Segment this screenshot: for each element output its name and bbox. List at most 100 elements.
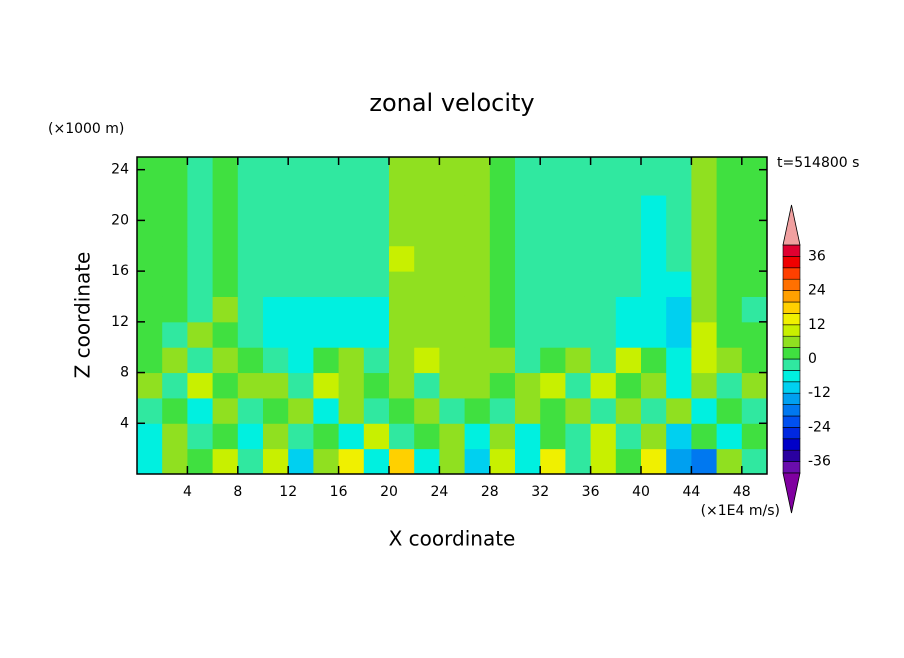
cell [162, 220, 188, 247]
cell [389, 245, 415, 272]
cell [489, 245, 516, 272]
cell [162, 195, 188, 221]
x-tick-label: 36 [582, 484, 600, 500]
cell [741, 397, 768, 424]
cell [363, 372, 390, 399]
cell [313, 220, 340, 247]
cell [137, 195, 163, 221]
cell [288, 195, 314, 221]
cell [212, 271, 239, 297]
cell [288, 157, 314, 196]
cell [288, 271, 314, 297]
cell [212, 245, 239, 272]
cell [237, 347, 264, 374]
cell [288, 347, 314, 374]
cell [313, 347, 340, 374]
cell [212, 157, 239, 196]
cell [590, 397, 617, 424]
cell [590, 220, 617, 247]
cell [162, 157, 188, 196]
y-tick-label: 12 [111, 314, 129, 330]
cell [464, 245, 491, 272]
cell [741, 347, 768, 374]
cell [137, 347, 163, 374]
colorbar-box [782, 438, 801, 451]
cell [313, 157, 340, 196]
cell [263, 271, 289, 297]
cell [615, 423, 642, 450]
y-axis-title: Z coordinate [71, 252, 95, 379]
cell [389, 448, 415, 475]
cell [741, 245, 768, 272]
cell [691, 271, 718, 297]
cell [162, 397, 188, 424]
cell [515, 296, 541, 323]
cell [691, 448, 718, 475]
cell [716, 220, 743, 247]
cell [540, 271, 566, 297]
colorbar-box [782, 449, 801, 462]
cell [363, 245, 390, 272]
cell [565, 245, 592, 272]
cell [565, 347, 592, 374]
cell [414, 195, 440, 221]
cell [515, 347, 541, 374]
colorbar-label: -36 [808, 454, 831, 470]
cell [464, 347, 491, 374]
x-tick-label: 24 [430, 484, 448, 500]
cell [641, 372, 667, 399]
cell [288, 321, 314, 348]
colorbar-over [782, 204, 801, 246]
cell [515, 245, 541, 272]
cell [666, 195, 692, 221]
cell [414, 448, 440, 475]
y-tick-label: 4 [120, 415, 129, 431]
cell [237, 321, 264, 348]
cell [263, 195, 289, 221]
cell [565, 423, 592, 450]
cell [414, 271, 440, 297]
cell [590, 245, 617, 272]
cell [540, 245, 566, 272]
cell [489, 271, 516, 297]
cell [137, 423, 163, 450]
cell [162, 245, 188, 272]
cell [691, 423, 718, 450]
cell [439, 195, 466, 221]
cell [590, 347, 617, 374]
cell [237, 448, 264, 475]
cell [389, 347, 415, 374]
cell [237, 195, 264, 221]
cell [565, 321, 592, 348]
cell [641, 271, 667, 297]
cell [338, 271, 365, 297]
cell [464, 372, 491, 399]
cell [263, 296, 289, 323]
cell [590, 321, 617, 348]
colorbar-box [782, 427, 801, 440]
x-tick-label: 20 [380, 484, 398, 500]
cell [389, 372, 415, 399]
x-tick-label: 28 [481, 484, 499, 500]
y-unit: (×1000 m) [48, 121, 124, 137]
cell [691, 245, 718, 272]
cell [565, 195, 592, 221]
cell [363, 448, 390, 475]
cell [212, 347, 239, 374]
x-tick-label: 12 [279, 484, 297, 500]
cell [187, 220, 214, 247]
cell [187, 347, 214, 374]
cell [741, 448, 768, 475]
cell [464, 157, 491, 196]
cell [439, 423, 466, 450]
cell [237, 245, 264, 272]
cell [237, 372, 264, 399]
cell [313, 271, 340, 297]
cell [363, 157, 390, 196]
time-label: t=514800 s [777, 155, 859, 171]
x-tick-label: 32 [531, 484, 549, 500]
cell [515, 397, 541, 424]
cell [162, 372, 188, 399]
cell [641, 296, 667, 323]
cell [666, 157, 692, 196]
